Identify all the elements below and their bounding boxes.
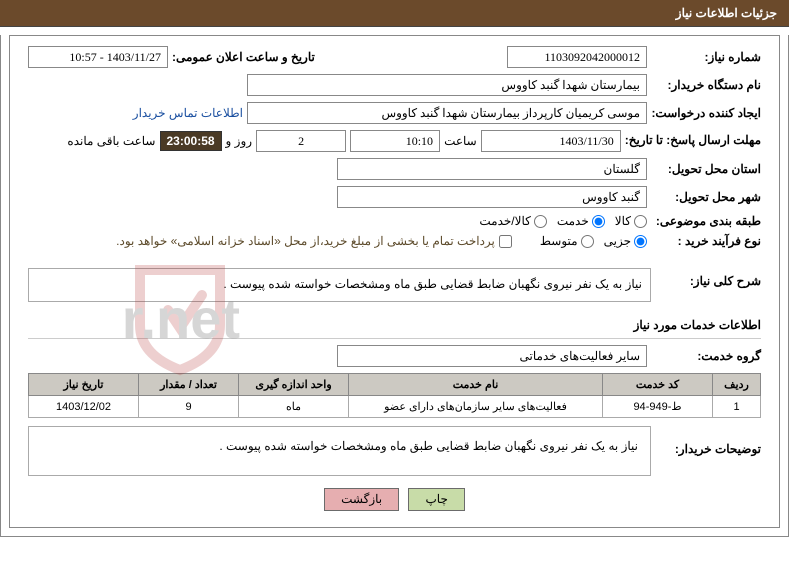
radio-medium-wrap[interactable]: متوسط — [540, 234, 594, 248]
service-group-field[interactable] — [337, 345, 647, 367]
announce-date-field[interactable] — [28, 46, 168, 68]
radio-goods-label: کالا — [615, 214, 631, 228]
table-header-row: ردیف کد خدمت نام خدمت واحد اندازه گیری ت… — [29, 374, 761, 396]
table-row[interactable]: 1 ط-949-94 فعالیت‌های سایر سازمان‌های دا… — [29, 396, 761, 418]
city-field[interactable] — [337, 186, 647, 208]
radio-partial-wrap[interactable]: جزیی — [604, 234, 647, 248]
th-unit: واحد اندازه گیری — [239, 374, 349, 396]
panel-title: جزئیات اطلاعات نیاز — [676, 6, 777, 20]
print-button[interactable]: چاپ — [408, 488, 464, 511]
city-label: شهر محل تحویل: — [651, 190, 761, 204]
treasury-checkbox[interactable] — [499, 235, 512, 248]
services-table: ردیف کد خدمت نام خدمت واحد اندازه گیری ت… — [28, 373, 761, 418]
panel-header: جزئیات اطلاعات نیاز — [0, 0, 789, 27]
radio-medium-label: متوسط — [540, 234, 578, 248]
need-number-label: شماره نیاز: — [651, 50, 761, 64]
cell-name: فعالیت‌های سایر سازمان‌های دارای عضو — [349, 396, 603, 418]
treasury-note-text: پرداخت تمام یا بخشی از مبلغ خرید،از محل … — [116, 234, 495, 248]
th-row: ردیف — [713, 374, 761, 396]
radio-partial-label: جزیی — [604, 234, 631, 248]
service-group-label: گروه خدمت: — [651, 349, 761, 363]
days-and-label: روز و — [226, 134, 253, 148]
buyer-org-label: نام دستگاه خریدار: — [651, 78, 761, 92]
deadline-date-field[interactable] — [481, 130, 621, 152]
cell-idx: 1 — [713, 396, 761, 418]
deadline-label: مهلت ارسال پاسخ: تا تاریخ: — [625, 133, 761, 149]
buyer-contact-link[interactable]: اطلاعات تماس خریدار — [133, 106, 243, 120]
radio-goods-service[interactable] — [534, 215, 547, 228]
services-section-header: اطلاعات خدمات مورد نیاز — [28, 310, 761, 336]
cell-qty: 9 — [139, 396, 239, 418]
row-service-group: گروه خدمت: — [28, 345, 761, 367]
need-number-field[interactable] — [507, 46, 647, 68]
buyer-org-field[interactable] — [247, 74, 647, 96]
radio-goods[interactable] — [634, 215, 647, 228]
cell-date: 1403/12/02 — [29, 396, 139, 418]
process-radio-group: جزیی متوسط — [540, 234, 647, 248]
category-label: طبقه بندی موضوعی: — [651, 214, 761, 228]
back-button[interactable]: بازگشت — [324, 488, 399, 511]
buyer-note-text: نیاز به یک نفر نیروی نگهبان ضابط قضایی ط… — [219, 439, 638, 453]
radio-service-label: خدمت — [557, 214, 589, 228]
radio-medium[interactable] — [581, 235, 594, 248]
announce-label: تاریخ و ساعت اعلان عمومی: — [172, 50, 315, 64]
row-category: طبقه بندی موضوعی: کالا خدمت کالا/خدمت — [28, 214, 761, 228]
time-word: ساعت — [444, 134, 477, 148]
deadline-time-field[interactable] — [350, 130, 440, 152]
radio-goods-wrap[interactable]: کالا — [615, 214, 647, 228]
requester-label: ایجاد کننده درخواست: — [651, 106, 761, 120]
form-panel: شماره نیاز: تاریخ و ساعت اعلان عمومی: نا… — [9, 35, 780, 528]
row-need-number: شماره نیاز: تاریخ و ساعت اعلان عمومی: — [28, 46, 761, 68]
radio-partial[interactable] — [634, 235, 647, 248]
countdown-timer: 23:00:58 — [160, 131, 222, 151]
general-desc-box: نیاز به یک نفر نیروی نگهبان ضابط قضایی ط… — [28, 268, 651, 302]
row-city: شهر محل تحویل: — [28, 186, 761, 208]
general-desc-text: نیاز به یک نفر نیروی نگهبان ضابط قضایی ط… — [223, 277, 642, 291]
buyer-note-label: توضیحات خریدار: — [651, 426, 761, 456]
th-qty: تعداد / مقدار — [139, 374, 239, 396]
content-wrapper: شماره نیاز: تاریخ و ساعت اعلان عمومی: نا… — [0, 35, 789, 537]
treasury-checkbox-wrap[interactable]: پرداخت تمام یا بخشی از مبلغ خرید،از محل … — [116, 234, 512, 248]
radio-goods-service-wrap[interactable]: کالا/خدمت — [479, 214, 546, 228]
th-date: تاریخ نیاز — [29, 374, 139, 396]
row-deadline: مهلت ارسال پاسخ: تا تاریخ: ساعت روز و 23… — [28, 130, 761, 152]
requester-field[interactable] — [247, 102, 647, 124]
buyer-note-box: نیاز به یک نفر نیروی نگهبان ضابط قضایی ط… — [28, 426, 651, 476]
divider — [28, 338, 761, 339]
category-radio-group: کالا خدمت کالا/خدمت — [479, 214, 647, 228]
province-label: استان محل تحویل: — [651, 162, 761, 176]
row-province: استان محل تحویل: — [28, 158, 761, 180]
button-row: چاپ بازگشت — [28, 476, 761, 515]
remaining-label: ساعت باقی مانده — [67, 134, 155, 148]
process-label: نوع فرآیند خرید : — [651, 234, 761, 248]
province-field[interactable] — [337, 158, 647, 180]
th-name: نام خدمت — [349, 374, 603, 396]
row-buyer-org: نام دستگاه خریدار: — [28, 74, 761, 96]
radio-service-wrap[interactable]: خدمت — [557, 214, 605, 228]
row-requester: ایجاد کننده درخواست: اطلاعات تماس خریدار — [28, 102, 761, 124]
row-buyer-note: توضیحات خریدار: نیاز به یک نفر نیروی نگه… — [28, 426, 761, 476]
cell-code: ط-949-94 — [603, 396, 713, 418]
services-table-wrap: ردیف کد خدمت نام خدمت واحد اندازه گیری ت… — [28, 373, 761, 418]
general-desc-label: شرح کلی نیاز: — [651, 264, 761, 288]
radio-service[interactable] — [592, 215, 605, 228]
row-process-type: نوع فرآیند خرید : جزیی متوسط پرداخت تمام… — [28, 234, 761, 248]
cell-unit: ماه — [239, 396, 349, 418]
row-general-desc: شرح کلی نیاز: نیاز به یک نفر نیروی نگهبا… — [28, 264, 761, 310]
days-remaining-field[interactable] — [256, 130, 346, 152]
radio-goods-service-label: کالا/خدمت — [479, 214, 530, 228]
th-code: کد خدمت — [603, 374, 713, 396]
